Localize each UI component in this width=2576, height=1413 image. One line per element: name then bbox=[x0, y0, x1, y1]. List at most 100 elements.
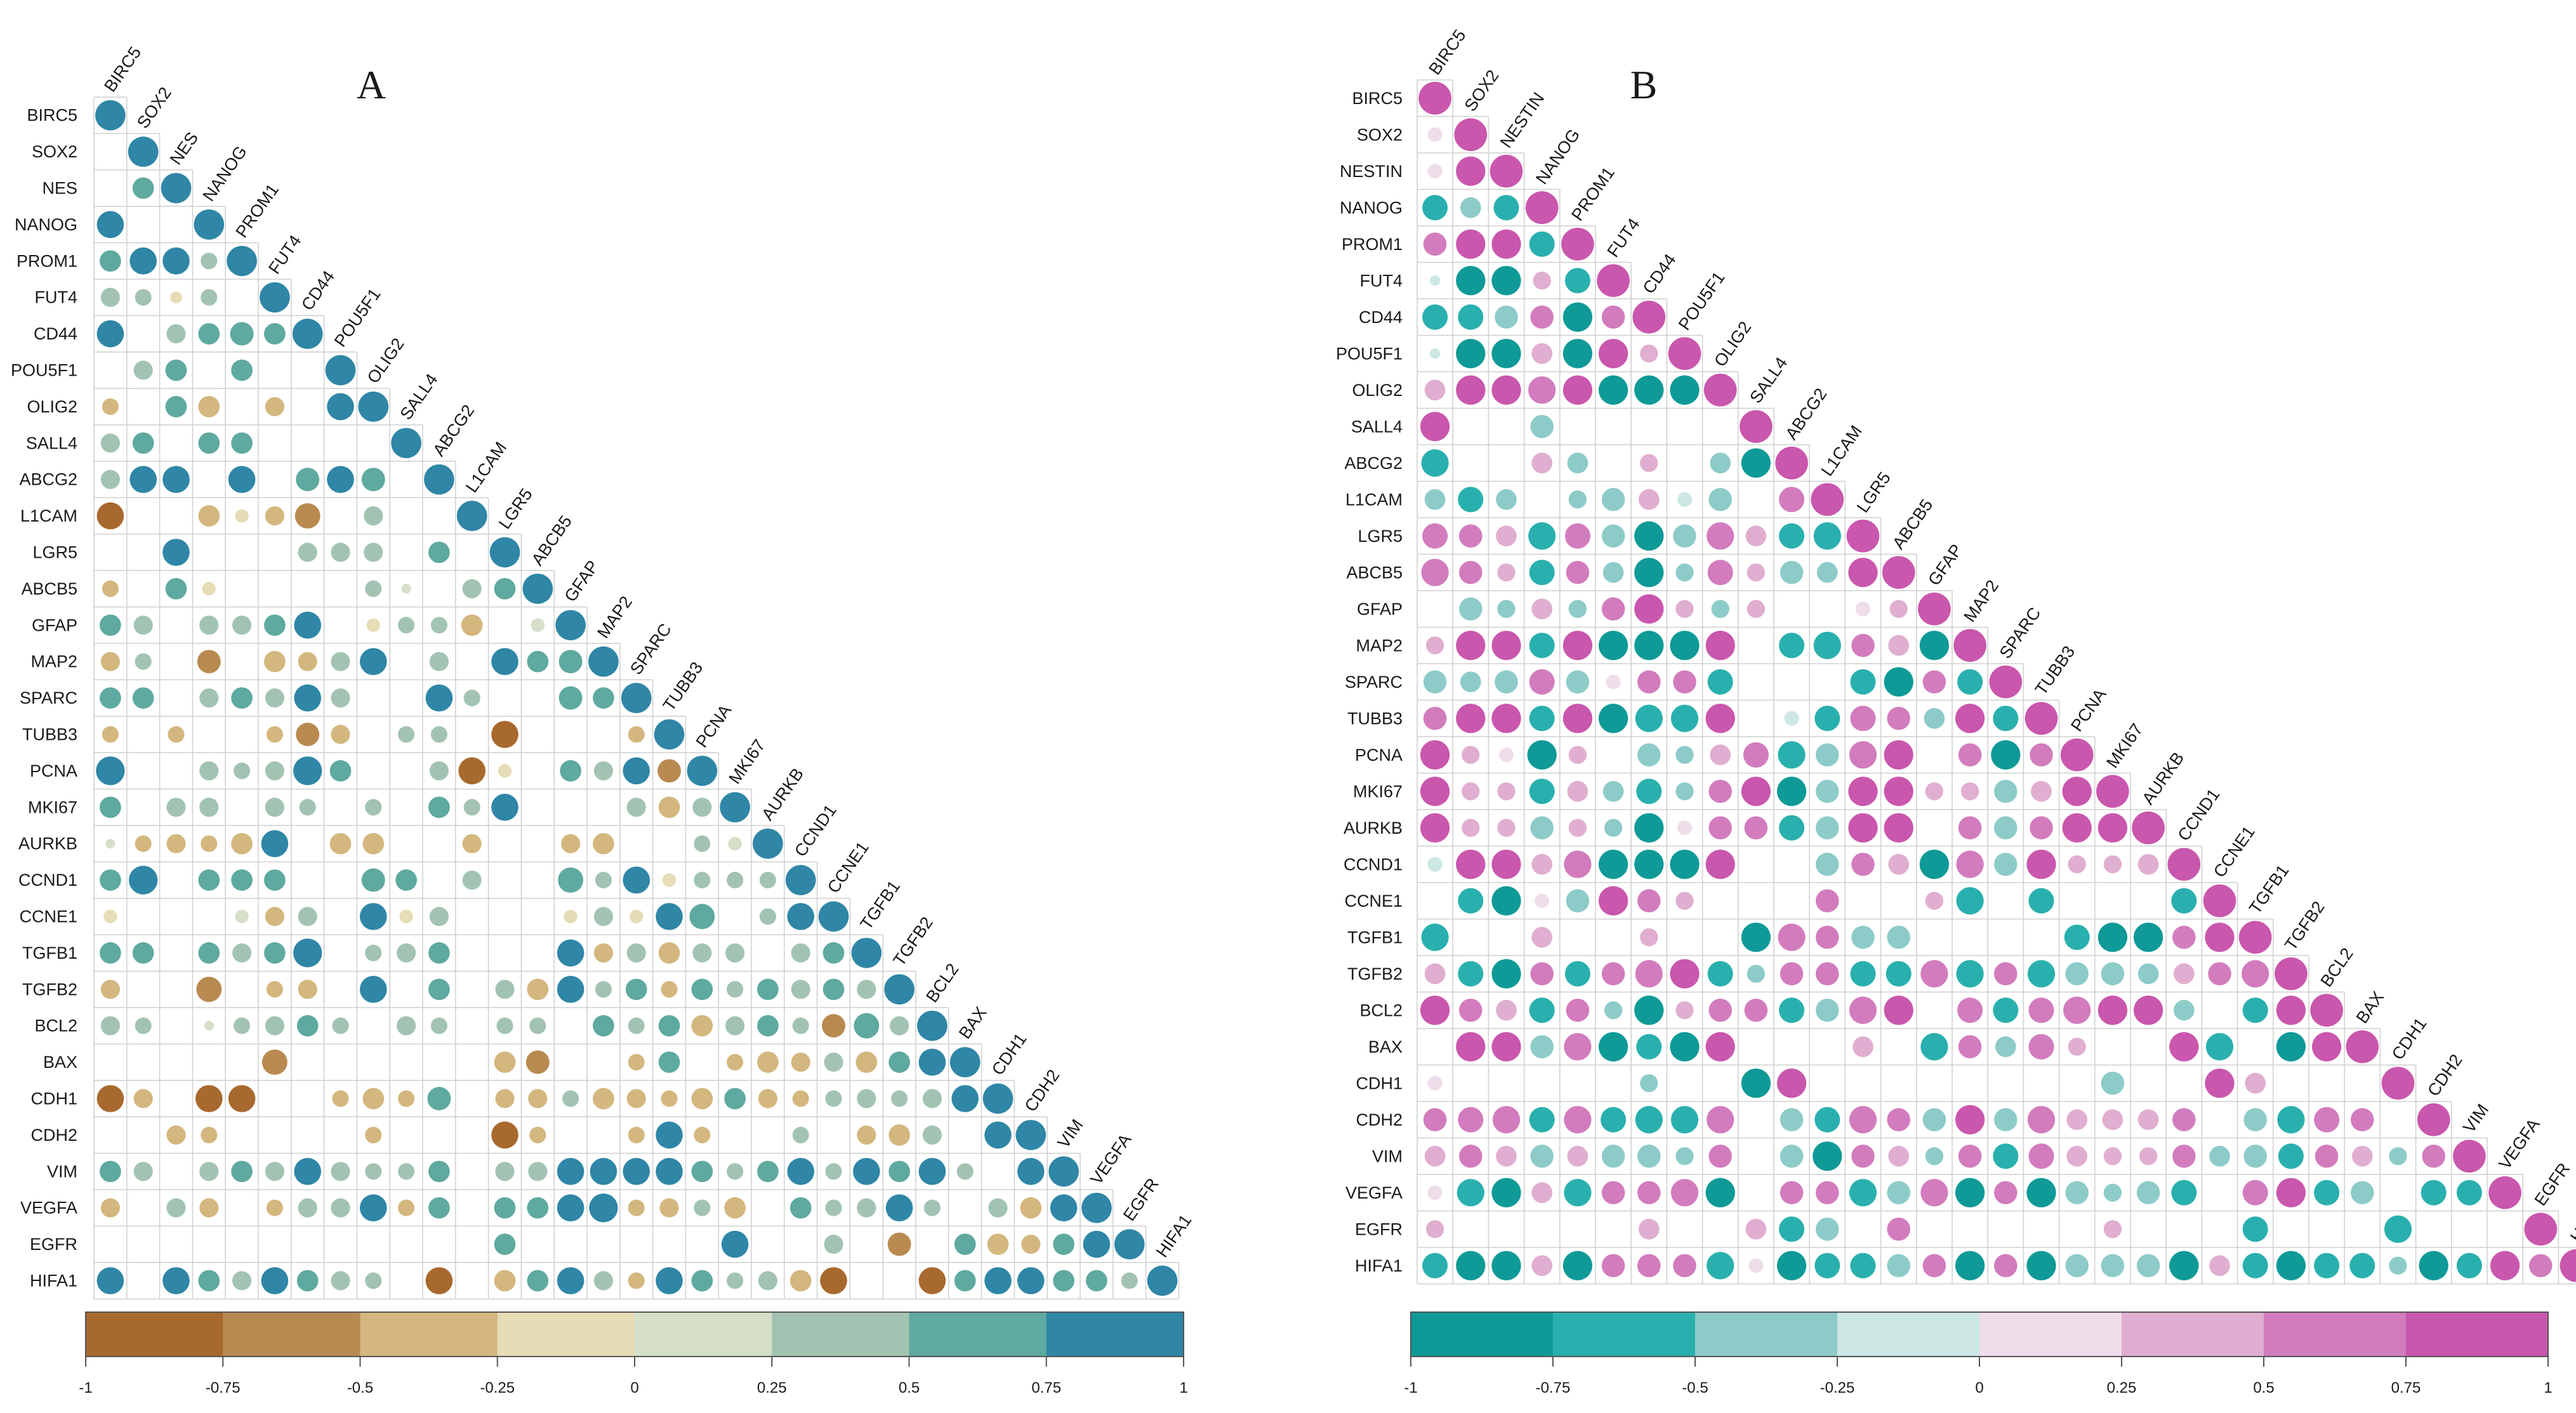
correlation-circle bbox=[1423, 706, 1447, 730]
colorbar-tick-label: 0 bbox=[630, 1379, 638, 1397]
correlation-circle bbox=[1492, 1106, 1521, 1134]
correlation-circle bbox=[687, 756, 718, 786]
correlation-circle bbox=[231, 1160, 253, 1183]
row-label: ABCG2 bbox=[1344, 454, 1403, 473]
correlation-circle bbox=[166, 324, 186, 344]
correlation-circle bbox=[982, 1083, 1014, 1114]
correlation-circle bbox=[1531, 853, 1553, 875]
correlation-circle bbox=[1458, 1107, 1484, 1133]
correlation-circle bbox=[1850, 1252, 1876, 1278]
correlation-circle bbox=[261, 1049, 287, 1075]
correlation-circle bbox=[1564, 1033, 1592, 1061]
correlation-circle bbox=[428, 978, 450, 1001]
correlation-circle bbox=[694, 1199, 711, 1216]
correlation-circle bbox=[1745, 525, 1767, 547]
correlation-circle bbox=[425, 684, 453, 712]
correlation-circle bbox=[1632, 300, 1666, 334]
correlation-circle bbox=[1707, 961, 1733, 987]
correlation-circle bbox=[462, 834, 482, 853]
correlation-circle bbox=[1456, 631, 1486, 660]
correlation-circle bbox=[1816, 925, 1839, 949]
correlation-circle bbox=[195, 1085, 223, 1112]
correlation-circle bbox=[495, 1162, 515, 1181]
correlation-circle bbox=[1053, 1233, 1074, 1255]
correlation-circle bbox=[100, 433, 120, 453]
row-label: TUBB3 bbox=[22, 725, 77, 744]
correlation-circle bbox=[261, 1267, 289, 1294]
correlation-circle bbox=[1775, 446, 1808, 480]
column-label: PROM1 bbox=[1568, 164, 1618, 225]
colorbar-segment bbox=[223, 1312, 361, 1357]
correlation-circle bbox=[1420, 412, 1450, 442]
correlation-circle bbox=[1459, 1144, 1483, 1168]
correlation-circle bbox=[201, 835, 218, 852]
correlation-circle bbox=[1531, 452, 1553, 474]
row-label: PROM1 bbox=[17, 251, 77, 270]
column-label: GFAP bbox=[560, 557, 602, 605]
correlation-circle bbox=[1459, 998, 1483, 1022]
correlation-circle bbox=[2276, 1251, 2306, 1280]
correlation-circle bbox=[199, 798, 219, 817]
correlation-circle bbox=[2103, 855, 2122, 874]
correlation-circle bbox=[1530, 1144, 1554, 1168]
colorbar-segment bbox=[86, 1312, 223, 1357]
correlation-circle bbox=[1816, 1217, 1839, 1241]
correlation-circle bbox=[1597, 264, 1630, 298]
correlation-circle bbox=[1427, 127, 1443, 142]
row-label: VEGFA bbox=[20, 1199, 77, 1218]
correlation-circle bbox=[758, 1089, 777, 1108]
correlation-circle bbox=[689, 904, 715, 930]
correlation-circle bbox=[1778, 741, 1806, 769]
correlation-circle bbox=[2137, 1109, 2159, 1131]
correlation-circle bbox=[884, 974, 915, 1005]
correlation-circle bbox=[525, 1050, 550, 1074]
correlation-circle bbox=[1424, 1145, 1446, 1167]
correlation-circle bbox=[2028, 1034, 2054, 1060]
correlation-circle bbox=[628, 1017, 645, 1034]
correlation-circle bbox=[2062, 813, 2092, 843]
correlation-circle bbox=[1568, 600, 1587, 618]
correlation-circle bbox=[2314, 1180, 2340, 1206]
correlation-circle bbox=[1495, 670, 1518, 694]
row-label: BCL2 bbox=[34, 1016, 77, 1035]
correlation-circle bbox=[1048, 1156, 1079, 1187]
row-label: AURKB bbox=[18, 834, 77, 853]
correlation-circle bbox=[463, 690, 480, 707]
correlation-circle bbox=[2137, 963, 2159, 985]
correlation-circle bbox=[1460, 197, 1481, 218]
correlation-circle bbox=[2171, 1180, 2197, 1206]
correlation-circle bbox=[822, 942, 845, 964]
correlation-circle bbox=[401, 584, 411, 594]
correlation-circle bbox=[1535, 893, 1550, 909]
correlation-circle bbox=[260, 282, 290, 313]
correlation-circle bbox=[1776, 777, 1807, 806]
correlation-circle bbox=[495, 1089, 515, 1108]
correlation-circle bbox=[1460, 671, 1481, 693]
correlation-circle bbox=[792, 1090, 809, 1107]
correlation-circle bbox=[1424, 489, 1446, 510]
correlation-circle bbox=[1994, 1181, 2018, 1205]
correlation-circle bbox=[1850, 961, 1876, 987]
correlation-circle bbox=[359, 903, 387, 930]
column-label: BIRC5 bbox=[100, 43, 145, 95]
correlation-circle bbox=[822, 978, 845, 1001]
correlation-circle bbox=[1601, 305, 1625, 329]
correlation-circle bbox=[1489, 154, 1523, 188]
column-label: BCL2 bbox=[2316, 944, 2356, 990]
correlation-circle bbox=[1849, 1106, 1877, 1134]
correlation-circle bbox=[198, 869, 220, 891]
correlation-circle bbox=[2101, 1071, 2125, 1095]
correlation-circle bbox=[491, 648, 519, 676]
correlation-circle bbox=[628, 1199, 645, 1216]
correlation-circle bbox=[1993, 997, 2019, 1023]
correlation-circle bbox=[1561, 227, 1594, 261]
correlation-circle bbox=[1601, 597, 1625, 621]
column-label: BIRC5 bbox=[1425, 26, 1469, 78]
correlation-circle bbox=[1884, 996, 1913, 1025]
column-label: TUBB3 bbox=[2031, 642, 2078, 698]
correlation-circle bbox=[430, 1017, 447, 1034]
correlation-circle bbox=[1491, 631, 1521, 660]
correlation-circle bbox=[1640, 1074, 1658, 1093]
correlation-circle bbox=[264, 650, 286, 673]
correlation-circle bbox=[1634, 558, 1664, 588]
